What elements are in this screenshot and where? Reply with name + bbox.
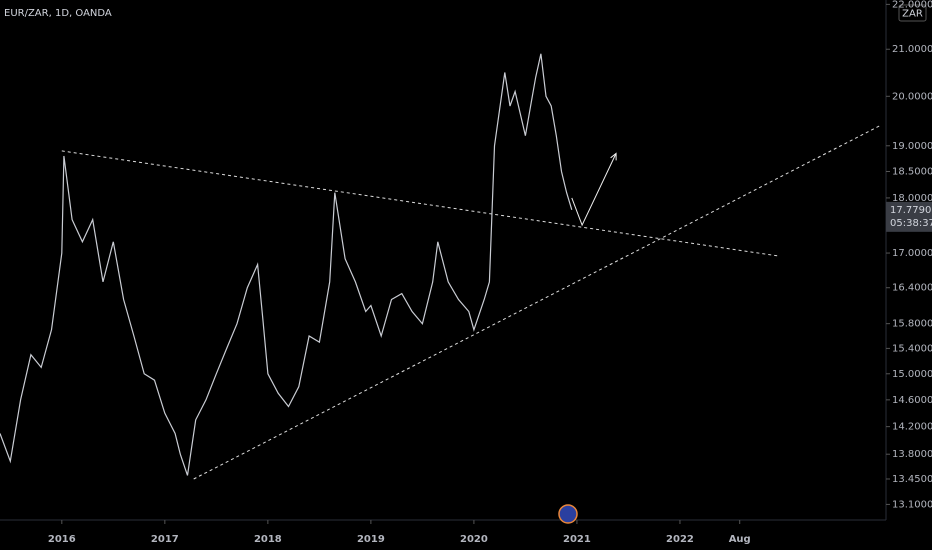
y-tick-label: 21.00000 [892,44,932,55]
y-tick-label: 19.00000 [892,141,932,152]
x-tick-label: 2020 [460,534,488,545]
x-tick-label: 2016 [48,534,76,545]
price-line [0,53,573,476]
y-tick-label: 16.40000 [892,283,932,294]
countdown-label: 05:38:37 [890,218,932,229]
y-tick-label: 18.00000 [892,193,932,204]
x-tick-label: Aug [729,534,751,545]
y-tick-label: 13.45000 [892,474,932,485]
event-icon[interactable] [558,504,578,524]
chart-title: EUR/ZAR, 1D, OANDA [4,8,112,19]
y-tick-label: 13.80000 [892,449,932,460]
projection-arrow [571,153,617,227]
y-tick-label: 17.00000 [892,248,932,259]
y-tick-label: 13.10000 [892,499,932,510]
x-tick-label: 2022 [666,534,694,545]
arrow-head [610,152,617,161]
trendline [61,150,778,257]
price-tag [886,201,932,232]
x-tick-label: 2021 [563,534,591,545]
trendline [193,125,881,480]
currency-label[interactable]: ZAR [902,9,923,20]
y-tick-label: 20.00000 [892,91,932,102]
currency-button[interactable] [898,4,927,22]
y-tick-label: 22.00000 [892,0,932,10]
y-tick-label: 15.00000 [892,369,932,380]
y-tick-label: 15.80000 [892,319,932,330]
y-tick-label: 18.50000 [892,166,932,177]
y-tick-label: 14.20000 [892,422,932,433]
x-tick-label: 2019 [357,534,385,545]
x-tick-label: 2017 [151,534,179,545]
y-tick-label: 15.40000 [892,343,932,354]
y-tick-label: 14.60000 [892,395,932,406]
x-tick-label: 2018 [254,534,282,545]
